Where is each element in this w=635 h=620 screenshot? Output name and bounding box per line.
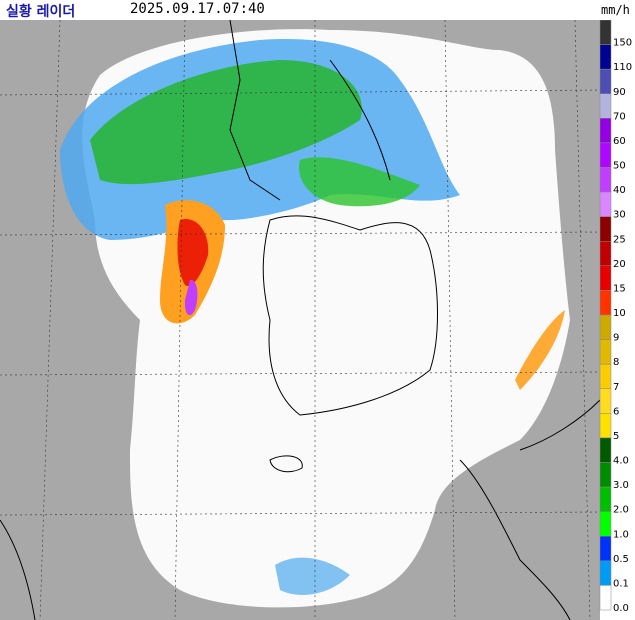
- legend-swatch: [599, 20, 612, 45]
- legend-swatch: [599, 413, 612, 439]
- precipitation: [60, 39, 565, 595]
- unit: mm/h: [601, 3, 630, 17]
- color-legend: 150 110 90 70 60 50 40 30 25 20 15 10 9 8 7 6 5 4.0 3.0 2.0…: [599, 20, 632, 614]
- legend-label: 10: [613, 308, 626, 319]
- legend-swatch: [599, 191, 612, 217]
- legend-label: 150: [613, 38, 632, 49]
- legend-swatch: [599, 167, 612, 193]
- legend-label: 15: [613, 283, 626, 294]
- legend-swatch: [599, 585, 612, 611]
- legend-label: 110: [613, 62, 632, 73]
- coastlines: [0, 20, 601, 620]
- legend-swatch: [599, 290, 612, 316]
- legend-swatch: [599, 142, 612, 168]
- legend-label: 20: [613, 259, 626, 270]
- legend-swatch: [599, 560, 612, 586]
- title: 실황 레이더: [6, 4, 76, 20]
- legend-swatch: [599, 388, 612, 414]
- legend-swatch: [599, 363, 612, 389]
- legend-swatch: [599, 93, 612, 119]
- legend-label: 25: [613, 234, 626, 245]
- legend-swatch: [599, 68, 612, 95]
- radar-map: 150 110 90 70 60 50 40 30 25 20 15 10 9 8 7 6 5 4.0 3.0 2.0…: [0, 20, 632, 620]
- legend-label: 70: [613, 111, 626, 122]
- legend-label: 0.5: [613, 554, 629, 565]
- header: 실황 레이더 2025.09.17.07:40 mm/h: [0, 0, 635, 20]
- legend-label: 2.0: [613, 505, 629, 516]
- legend-label: 0.0: [613, 603, 629, 614]
- legend-label: 9: [613, 333, 619, 344]
- legend-label: 5: [613, 431, 619, 442]
- legend-swatch: [599, 44, 612, 70]
- legend-label: 50: [613, 161, 626, 172]
- legend-label: 30: [613, 210, 626, 221]
- legend-label: 60: [613, 136, 626, 147]
- legend-label: 6: [613, 406, 619, 417]
- legend-swatch: [599, 536, 612, 562]
- timestamp: 2025.09.17.07:40: [130, 1, 265, 17]
- legend-label: 7: [613, 382, 619, 393]
- legend-swatch: [599, 314, 612, 340]
- legend-swatch: [599, 486, 612, 512]
- legend-label: 90: [613, 87, 626, 98]
- legend-label: 8: [613, 357, 619, 368]
- legend-swatch: [599, 118, 612, 144]
- legend-swatch: [599, 511, 612, 537]
- legend-swatch: [599, 265, 612, 291]
- legend-swatch: [599, 462, 612, 488]
- legend-swatch: [599, 437, 612, 463]
- legend-swatch: [599, 216, 612, 242]
- legend-label: 4.0: [613, 456, 629, 467]
- legend-swatch: [599, 339, 612, 365]
- legend-label: 3.0: [613, 480, 629, 491]
- lat-lon-grid: [0, 20, 601, 620]
- legend-label: 0.1: [613, 578, 629, 589]
- legend-label: 1.0: [613, 529, 629, 540]
- legend-swatch: [599, 241, 612, 267]
- legend-label: 40: [613, 185, 626, 196]
